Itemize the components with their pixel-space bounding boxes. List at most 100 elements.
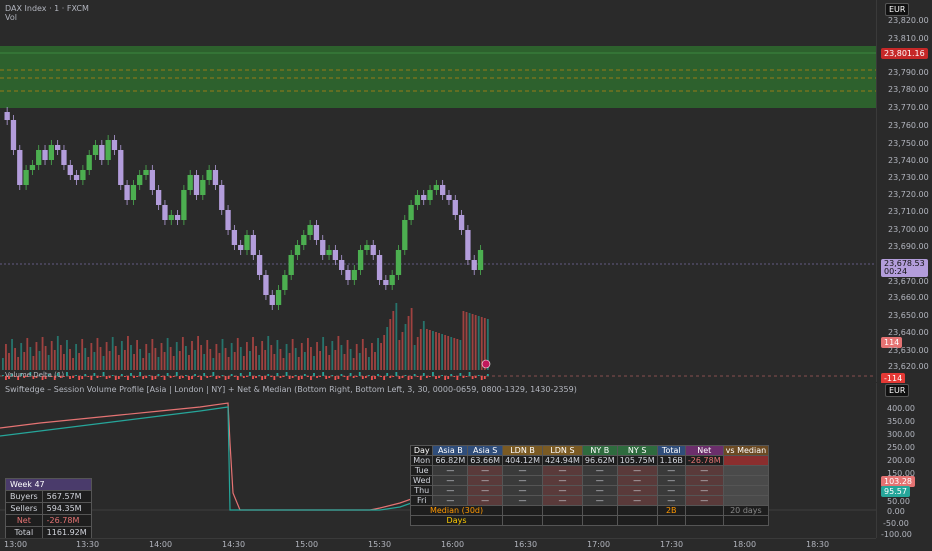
price-chart[interactable] <box>0 0 876 382</box>
candle <box>282 275 288 290</box>
net-label: Net <box>5 514 43 527</box>
volume-bar <box>398 340 401 370</box>
delta-bar <box>117 376 120 379</box>
delta-bar <box>404 375 407 376</box>
delta-bar <box>447 376 450 379</box>
candle <box>389 275 395 285</box>
price-axis[interactable]: EUR 23,820.00 23,810.00 23,801.16 23,790… <box>876 0 932 384</box>
volume-bar <box>227 357 230 370</box>
volume-bar <box>157 357 160 370</box>
volume-bar <box>450 337 453 370</box>
price-tick: 23,750.00 <box>888 139 929 148</box>
candle <box>143 170 149 175</box>
indicator-tick: -50.00 <box>883 519 909 528</box>
delta-bar <box>328 376 331 378</box>
median-total: 2B <box>656 505 686 516</box>
candle <box>376 255 383 280</box>
week-summary-table: Week 47 Buyers 567.57M Sellers 594.35M Net… <box>5 478 92 538</box>
volume-bar <box>224 348 227 370</box>
delta-bar <box>160 376 163 377</box>
sellers-label: Sellers <box>5 502 43 515</box>
volume-bar <box>383 335 386 370</box>
delta-bar <box>157 374 160 376</box>
volume-bar <box>462 311 465 370</box>
delta-bar <box>191 376 193 379</box>
delta-bar <box>386 373 389 376</box>
volume-bar <box>53 350 56 370</box>
session-cell: — <box>467 485 504 496</box>
volume-bar <box>233 352 236 370</box>
session-col-header: Net <box>684 445 724 456</box>
session-col-header: NY S <box>616 445 658 456</box>
delta-bar <box>331 375 334 376</box>
currency-badge[interactable]: EUR <box>885 3 910 16</box>
candle <box>433 185 440 190</box>
delta-bar <box>212 372 215 376</box>
volume-bar <box>151 339 154 370</box>
session-cell: Tue <box>409 465 434 476</box>
price-tick: 23,730.00 <box>888 173 929 182</box>
volume-bar <box>486 319 489 370</box>
indicator-currency-badge[interactable]: EUR <box>885 384 910 397</box>
volume-bar <box>432 331 434 370</box>
delta-bar <box>209 376 212 377</box>
volume-bar <box>185 346 187 370</box>
volume-bar <box>160 343 163 370</box>
session-cell: — <box>616 495 658 506</box>
delta-bar <box>374 376 376 379</box>
volume-marker-icon <box>481 359 491 369</box>
days-label: Days <box>409 515 504 526</box>
volume-bar <box>419 329 422 370</box>
volume-bar <box>154 348 157 370</box>
session-cell: — <box>467 495 504 506</box>
delta-bar <box>53 376 56 380</box>
delta-bar <box>2 375 4 376</box>
volume-bar <box>90 343 93 370</box>
session-profile-pane[interactable]: Swiftedge – Session Volume Profile [Asia… <box>0 383 876 538</box>
volume-bar <box>319 351 321 370</box>
delta-bar <box>422 373 425 376</box>
volume-bar <box>221 339 224 370</box>
delta-bar <box>258 375 260 376</box>
price-chart-pane[interactable]: DAX Index · 1 · FXCM Vol Volume Delta (1… <box>0 0 876 382</box>
volume-bar <box>84 348 87 370</box>
volume-value-badge: 114 <box>881 337 903 348</box>
volume-bar <box>273 354 276 370</box>
candle <box>471 260 477 270</box>
volume-bar <box>404 324 407 370</box>
candle <box>42 150 48 160</box>
delta-bar <box>276 373 279 376</box>
volume-bar <box>142 358 145 370</box>
volume-bar <box>44 346 47 370</box>
indicator-axis[interactable]: EUR 400.00 350.00 300.00 250.00 200.00 1… <box>876 383 932 539</box>
delta-bar <box>14 376 16 377</box>
delta-bar <box>343 376 346 377</box>
delta-bar <box>450 374 453 376</box>
time-axis[interactable]: 13:00 13:30 14:00 14:30 15:00 15:30 16:0… <box>0 538 876 551</box>
delta-bar <box>203 373 206 376</box>
volume-bar <box>242 356 245 370</box>
price-tick: 23,670.00 <box>888 277 929 286</box>
volume-bar <box>313 356 315 370</box>
candle <box>339 260 345 270</box>
delta-bar <box>358 372 361 376</box>
delta-bar <box>41 376 44 380</box>
volume-bar <box>56 336 59 370</box>
session-cell: -26.78M <box>684 455 724 466</box>
volume-bar <box>59 345 62 370</box>
session-cell: — <box>616 485 658 496</box>
delta-bar <box>310 376 312 380</box>
candle <box>465 230 471 260</box>
candle <box>118 150 124 185</box>
volume-bar <box>389 319 392 370</box>
candle <box>174 215 181 220</box>
session-cell: — <box>581 465 618 476</box>
delta-bar <box>407 376 410 380</box>
delta-bar <box>29 372 32 376</box>
candle <box>73 175 80 180</box>
volume-bar <box>261 341 264 370</box>
session-cell: — <box>656 495 686 506</box>
session-cell: 1.16B <box>656 455 686 466</box>
volume-bar <box>148 353 151 370</box>
price-tick: 23,650.00 <box>888 311 929 320</box>
